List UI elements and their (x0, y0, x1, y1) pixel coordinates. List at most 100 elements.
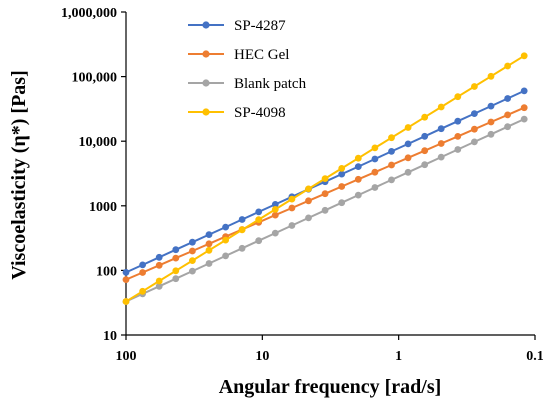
data-point (139, 287, 147, 295)
legend-item: Blank patch (188, 76, 307, 92)
legend-label: Blank patch (234, 76, 307, 92)
data-point (404, 124, 412, 131)
data-point (271, 211, 279, 219)
data-point (205, 260, 213, 267)
data-point (388, 161, 395, 169)
x-tick-label: 0.1 (526, 349, 544, 364)
data-point (238, 226, 246, 234)
data-point (288, 222, 296, 229)
data-point (388, 134, 395, 142)
data-point (338, 183, 346, 190)
data-point (371, 184, 379, 191)
legend-label: SP-4098 (234, 105, 286, 121)
data-point (487, 72, 495, 80)
data-point (205, 246, 213, 254)
data-point (454, 146, 462, 153)
data-point (321, 206, 329, 214)
data-point (155, 261, 163, 269)
data-point (354, 175, 362, 183)
data-point (139, 261, 147, 269)
data-point (454, 117, 462, 125)
data-point (321, 175, 329, 183)
data-point (189, 238, 196, 246)
data-point (271, 206, 279, 213)
legend-item: SP-4287 (188, 18, 286, 34)
legend-label: HEC Gel (234, 47, 289, 63)
data-point (305, 214, 312, 222)
data-point (305, 185, 312, 193)
data-point (189, 267, 196, 275)
data-point (321, 190, 329, 198)
data-point (255, 208, 263, 216)
data-point (172, 254, 180, 262)
data-point (371, 155, 379, 163)
data-point (338, 170, 346, 178)
data-point (189, 257, 196, 264)
data-point (172, 275, 180, 283)
data-point (504, 111, 511, 119)
data-point (139, 269, 147, 276)
data-point (189, 247, 196, 255)
data-point (371, 144, 379, 152)
data-point (404, 168, 412, 176)
legend-label: SP-4287 (234, 18, 286, 34)
data-point (271, 201, 279, 208)
data-point (305, 197, 312, 205)
data-point (238, 216, 246, 223)
legend-item: SP-4098 (188, 105, 286, 121)
data-point (421, 147, 429, 155)
data-point (404, 140, 412, 148)
data-point (222, 252, 230, 260)
data-point (487, 118, 495, 126)
data-point (437, 125, 445, 133)
data-point (388, 148, 395, 155)
data-point (487, 102, 495, 110)
data-point (520, 115, 528, 123)
x-axis-title: Angular frequency [rad/s] (219, 376, 442, 398)
y-tick-label: 1000 (89, 200, 117, 215)
data-point (504, 62, 511, 70)
data-point (122, 276, 130, 283)
data-point (504, 95, 511, 102)
data-point (421, 132, 429, 140)
data-point (388, 176, 395, 184)
y-tick-labels: 10 100 1000 10,000 100,000 1,000,000 (61, 6, 126, 344)
data-point (504, 123, 511, 131)
data-point (421, 113, 429, 121)
data-point (238, 244, 246, 252)
y-tick-label: 10 (103, 329, 117, 344)
data-point (454, 133, 462, 140)
data-point (437, 103, 445, 111)
legend-swatch-marker (202, 21, 210, 29)
data-point (471, 83, 478, 90)
data-point (222, 223, 230, 231)
data-point (437, 153, 445, 161)
data-point (520, 87, 528, 95)
data-point (172, 267, 180, 275)
y-tick-label: 100 (96, 264, 117, 279)
data-point (354, 191, 362, 199)
data-point (255, 237, 263, 245)
data-point (471, 110, 478, 117)
data-point (222, 236, 230, 244)
legend: SP-4287 HEC Gel Blank patch SP-4098 (188, 18, 307, 121)
series-hec-gel (122, 104, 528, 283)
x-tick-labels: 100 10 1 0.1 (116, 335, 544, 364)
data-point (255, 216, 263, 224)
data-point (155, 277, 163, 285)
plot-area (125, 12, 535, 336)
series-layer (122, 52, 528, 305)
series-sp-4098 (122, 52, 528, 305)
legend-swatch-marker (202, 79, 210, 87)
data-point (520, 52, 528, 60)
data-point (437, 140, 445, 147)
data-point (354, 154, 362, 162)
y-tick-label: 10,000 (79, 135, 118, 150)
data-point (205, 240, 213, 248)
data-point (404, 154, 412, 162)
y-tick-label: 100,000 (72, 71, 118, 86)
data-point (205, 231, 213, 239)
legend-item: HEC Gel (188, 47, 289, 63)
data-point (421, 161, 429, 169)
